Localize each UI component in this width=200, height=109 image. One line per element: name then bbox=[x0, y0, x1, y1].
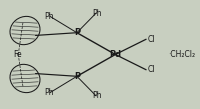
Text: Ph: Ph bbox=[92, 91, 102, 100]
Text: Fe: Fe bbox=[13, 50, 22, 59]
Text: P: P bbox=[74, 72, 80, 81]
Text: Cl: Cl bbox=[148, 35, 155, 44]
Text: Cl: Cl bbox=[148, 65, 155, 74]
Text: ·CH₂Cl₂: ·CH₂Cl₂ bbox=[168, 50, 195, 59]
Text: P: P bbox=[74, 28, 80, 37]
Text: Ph: Ph bbox=[92, 9, 102, 18]
Text: Pd: Pd bbox=[109, 50, 121, 59]
Text: Ph: Ph bbox=[44, 12, 54, 21]
Text: Ph: Ph bbox=[44, 88, 54, 97]
